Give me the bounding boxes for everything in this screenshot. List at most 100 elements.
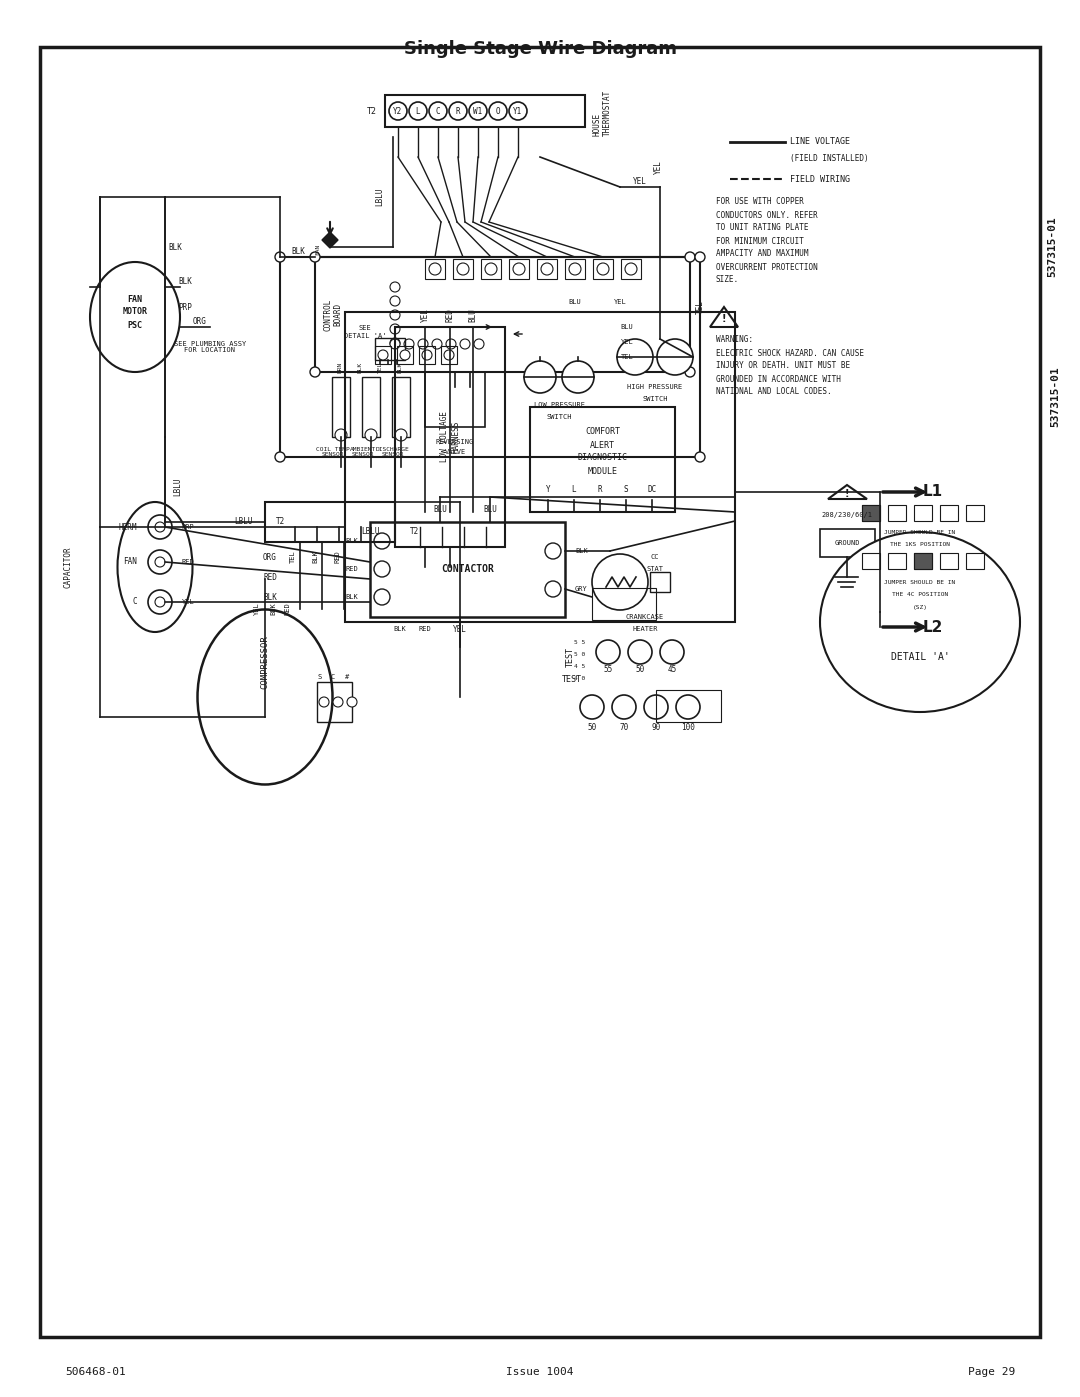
Bar — [888, 553, 906, 569]
Circle shape — [365, 429, 377, 441]
Text: ELECTRIC SHOCK HAZARD. CAN CAUSE: ELECTRIC SHOCK HAZARD. CAN CAUSE — [716, 348, 864, 358]
Circle shape — [644, 694, 669, 719]
Circle shape — [541, 263, 553, 275]
Circle shape — [319, 697, 329, 707]
Text: RED: RED — [419, 626, 431, 631]
Text: 506468-01: 506468-01 — [65, 1368, 125, 1377]
Circle shape — [409, 102, 427, 120]
Text: FAN: FAN — [123, 557, 137, 567]
Bar — [345, 312, 735, 622]
Ellipse shape — [820, 532, 1020, 712]
Text: GROUND: GROUND — [834, 541, 860, 546]
Text: FAN: FAN — [315, 243, 321, 254]
Bar — [537, 258, 557, 279]
Text: HIGH PRESSURE: HIGH PRESSURE — [627, 384, 683, 390]
Text: NATIONAL AND LOCAL CODES.: NATIONAL AND LOCAL CODES. — [716, 387, 832, 397]
Text: !: ! — [721, 314, 726, 324]
Bar — [914, 504, 932, 521]
Bar — [621, 258, 642, 279]
Bar — [862, 504, 880, 521]
Text: 100: 100 — [681, 722, 694, 732]
Text: FOR MINIMUM CIRCUIT: FOR MINIMUM CIRCUIT — [716, 236, 804, 246]
Circle shape — [400, 351, 410, 360]
Bar — [862, 553, 880, 569]
Bar — [419, 346, 435, 365]
Bar — [332, 377, 350, 437]
Text: RED: RED — [181, 559, 194, 564]
Circle shape — [513, 263, 525, 275]
Text: BLU: BLU — [433, 506, 447, 514]
Circle shape — [390, 339, 400, 349]
Text: GRY: GRY — [575, 585, 588, 592]
Text: BLK: BLK — [270, 602, 276, 615]
Circle shape — [395, 429, 407, 441]
Text: LOW PRESSURE: LOW PRESSURE — [534, 402, 584, 408]
Circle shape — [432, 339, 442, 349]
Text: MOTOR: MOTOR — [122, 307, 148, 317]
Text: BLK: BLK — [357, 362, 363, 373]
Bar — [397, 346, 413, 365]
Circle shape — [449, 102, 467, 120]
Text: L: L — [571, 486, 577, 495]
Text: TO UNIT RATING PLATE: TO UNIT RATING PLATE — [716, 224, 809, 232]
Circle shape — [596, 640, 620, 664]
Text: BLK: BLK — [397, 362, 403, 373]
Text: 55: 55 — [604, 665, 612, 675]
Text: THE 1KS POSITION: THE 1KS POSITION — [890, 542, 950, 546]
Circle shape — [148, 590, 172, 615]
Text: LBLU: LBLU — [362, 528, 380, 536]
Bar — [656, 690, 721, 722]
Text: L2: L2 — [923, 619, 943, 634]
Polygon shape — [322, 232, 338, 249]
Text: PRP: PRP — [181, 524, 194, 529]
Circle shape — [489, 102, 507, 120]
Text: FOR USE WITH COPPER: FOR USE WITH COPPER — [716, 197, 804, 207]
Text: C: C — [133, 598, 137, 606]
Circle shape — [524, 360, 556, 393]
Circle shape — [580, 694, 604, 719]
Text: 537315-01: 537315-01 — [1050, 366, 1059, 427]
Circle shape — [592, 555, 648, 610]
Bar — [820, 529, 875, 557]
Text: FAN: FAN — [127, 295, 143, 303]
Bar — [265, 502, 395, 542]
Circle shape — [545, 581, 561, 597]
Bar — [966, 504, 984, 521]
Text: VALVE: VALVE — [444, 448, 465, 455]
Text: 4 5: 4 5 — [575, 664, 585, 669]
Bar — [426, 258, 445, 279]
Text: TEST: TEST — [566, 647, 575, 666]
Text: BLK: BLK — [292, 247, 305, 257]
Text: YEL: YEL — [420, 309, 430, 321]
Text: 45: 45 — [667, 665, 677, 675]
Text: !: ! — [845, 489, 849, 499]
Circle shape — [378, 351, 388, 360]
Text: 50: 50 — [588, 722, 596, 732]
Bar — [370, 522, 565, 617]
Circle shape — [275, 251, 285, 263]
Circle shape — [333, 697, 343, 707]
Text: FIELD WIRING: FIELD WIRING — [789, 175, 850, 183]
Circle shape — [390, 282, 400, 292]
Text: YEL: YEL — [454, 624, 467, 633]
Circle shape — [627, 640, 652, 664]
Circle shape — [347, 697, 357, 707]
Text: HEATER: HEATER — [632, 626, 658, 631]
Circle shape — [657, 339, 693, 374]
Circle shape — [685, 251, 696, 263]
Bar — [453, 258, 473, 279]
Circle shape — [444, 351, 454, 360]
Text: SWITCH: SWITCH — [643, 395, 667, 402]
Text: Page 29: Page 29 — [968, 1368, 1015, 1377]
Text: Single Stage Wire Diagram: Single Stage Wire Diagram — [404, 41, 676, 59]
Ellipse shape — [118, 502, 192, 631]
Text: ALERT: ALERT — [590, 440, 615, 450]
Text: TEL: TEL — [696, 300, 704, 314]
Circle shape — [156, 522, 165, 532]
Ellipse shape — [198, 609, 333, 785]
Circle shape — [404, 339, 414, 349]
Text: YEL: YEL — [254, 602, 260, 615]
Bar — [565, 258, 585, 279]
Circle shape — [545, 543, 561, 559]
Text: RED: RED — [346, 566, 357, 571]
